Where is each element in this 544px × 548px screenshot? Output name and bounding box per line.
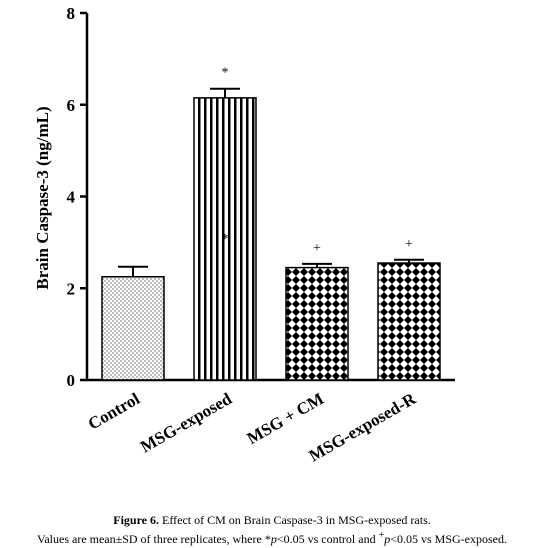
- caption-text-c: <0.05 vs MSG-exposed.: [390, 532, 507, 546]
- bars: * * + +: [101, 66, 441, 381]
- significance-marker: *: [222, 66, 229, 81]
- y-tick-label: 0: [67, 371, 76, 390]
- figure-label: Figure 6.: [113, 513, 160, 527]
- bar: [101, 276, 165, 381]
- y-tick-label: 2: [67, 279, 76, 298]
- caption-text-a: Values are mean±SD of three replicates, …: [37, 532, 271, 546]
- caption-text-b: <0.05 vs control and: [276, 532, 379, 546]
- y-tick-label: 8: [67, 4, 76, 23]
- x-tick-label: MSG + CM: [244, 389, 327, 448]
- y-tick-label: 4: [67, 188, 76, 207]
- significance-marker-inner: *: [222, 232, 229, 247]
- y-axis-label: Brain Caspase-3 (ng/mL): [33, 106, 52, 289]
- y-tick-label: 6: [67, 96, 76, 115]
- caption-p-1: p: [270, 532, 277, 546]
- y-ticks: 0 2 4 6 8: [67, 4, 87, 390]
- caption-line-1: Figure 6. Effect of CM on Brain Caspase-…: [0, 512, 544, 528]
- caption-p-2: p: [384, 532, 391, 546]
- figure-caption: Figure 6. Effect of CM on Brain Caspase-…: [0, 512, 544, 547]
- caption-line-2: Values are mean±SD of three replicates, …: [0, 528, 544, 547]
- significance-marker: +: [405, 237, 413, 252]
- bar: [285, 266, 349, 381]
- caption-sup: +: [378, 530, 385, 541]
- bar: [193, 97, 257, 381]
- bar: [377, 262, 441, 381]
- x-tick-label: Control: [85, 389, 144, 434]
- x-tick-label: MSG-exposed: [137, 389, 235, 457]
- significance-marker: +: [313, 241, 321, 256]
- figure-title: Effect of CM on Brain Caspase-3 in MSG-e…: [159, 513, 431, 527]
